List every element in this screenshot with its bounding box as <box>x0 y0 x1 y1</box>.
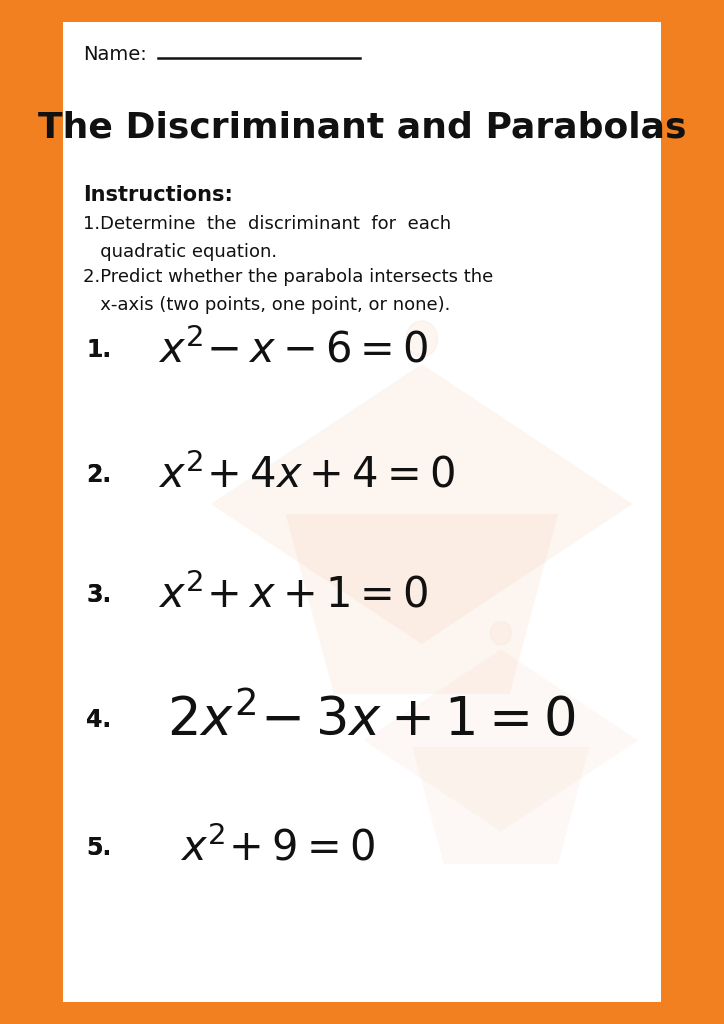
Polygon shape <box>363 649 638 831</box>
Text: The Discriminant and Parabolas: The Discriminant and Parabolas <box>38 110 686 144</box>
Text: 4.: 4. <box>86 708 111 732</box>
Text: x-axis (two points, one point, or none).: x-axis (two points, one point, or none). <box>83 296 450 314</box>
Text: 4.: 4. <box>86 708 111 732</box>
Polygon shape <box>413 746 589 864</box>
Text: $x^2\!+x+1=0$: $x^2\!+x+1=0$ <box>158 573 429 616</box>
Text: 2.: 2. <box>86 463 111 487</box>
Text: $x^2\!+4x+4=0$: $x^2\!+4x+4=0$ <box>158 454 455 497</box>
Text: 5.: 5. <box>86 836 111 860</box>
Text: 3.: 3. <box>86 583 111 607</box>
Polygon shape <box>285 514 558 694</box>
Text: 3.: 3. <box>86 583 111 607</box>
Text: $x^2\!+9=0$: $x^2\!+9=0$ <box>180 826 375 869</box>
Text: 1.: 1. <box>86 338 111 362</box>
Text: 2.: 2. <box>86 463 111 487</box>
Text: 5.: 5. <box>86 836 111 860</box>
Text: 1.: 1. <box>86 338 111 362</box>
Circle shape <box>491 622 511 645</box>
Circle shape <box>406 321 437 357</box>
Text: $x^2\!-x-6=0$: $x^2\!-x-6=0$ <box>158 329 429 372</box>
Text: 2.Predict whether the parabola intersects the: 2.Predict whether the parabola intersect… <box>83 268 494 286</box>
Text: quadratic equation.: quadratic equation. <box>83 243 277 261</box>
Text: Instructions:: Instructions: <box>83 185 233 205</box>
Text: Name:: Name: <box>83 45 147 63</box>
Text: $2x^2\!-3x+1=0$: $2x^2\!-3x+1=0$ <box>167 693 575 746</box>
Text: 1.Determine  the  discriminant  for  each: 1.Determine the discriminant for each <box>83 215 451 233</box>
Polygon shape <box>211 364 633 644</box>
